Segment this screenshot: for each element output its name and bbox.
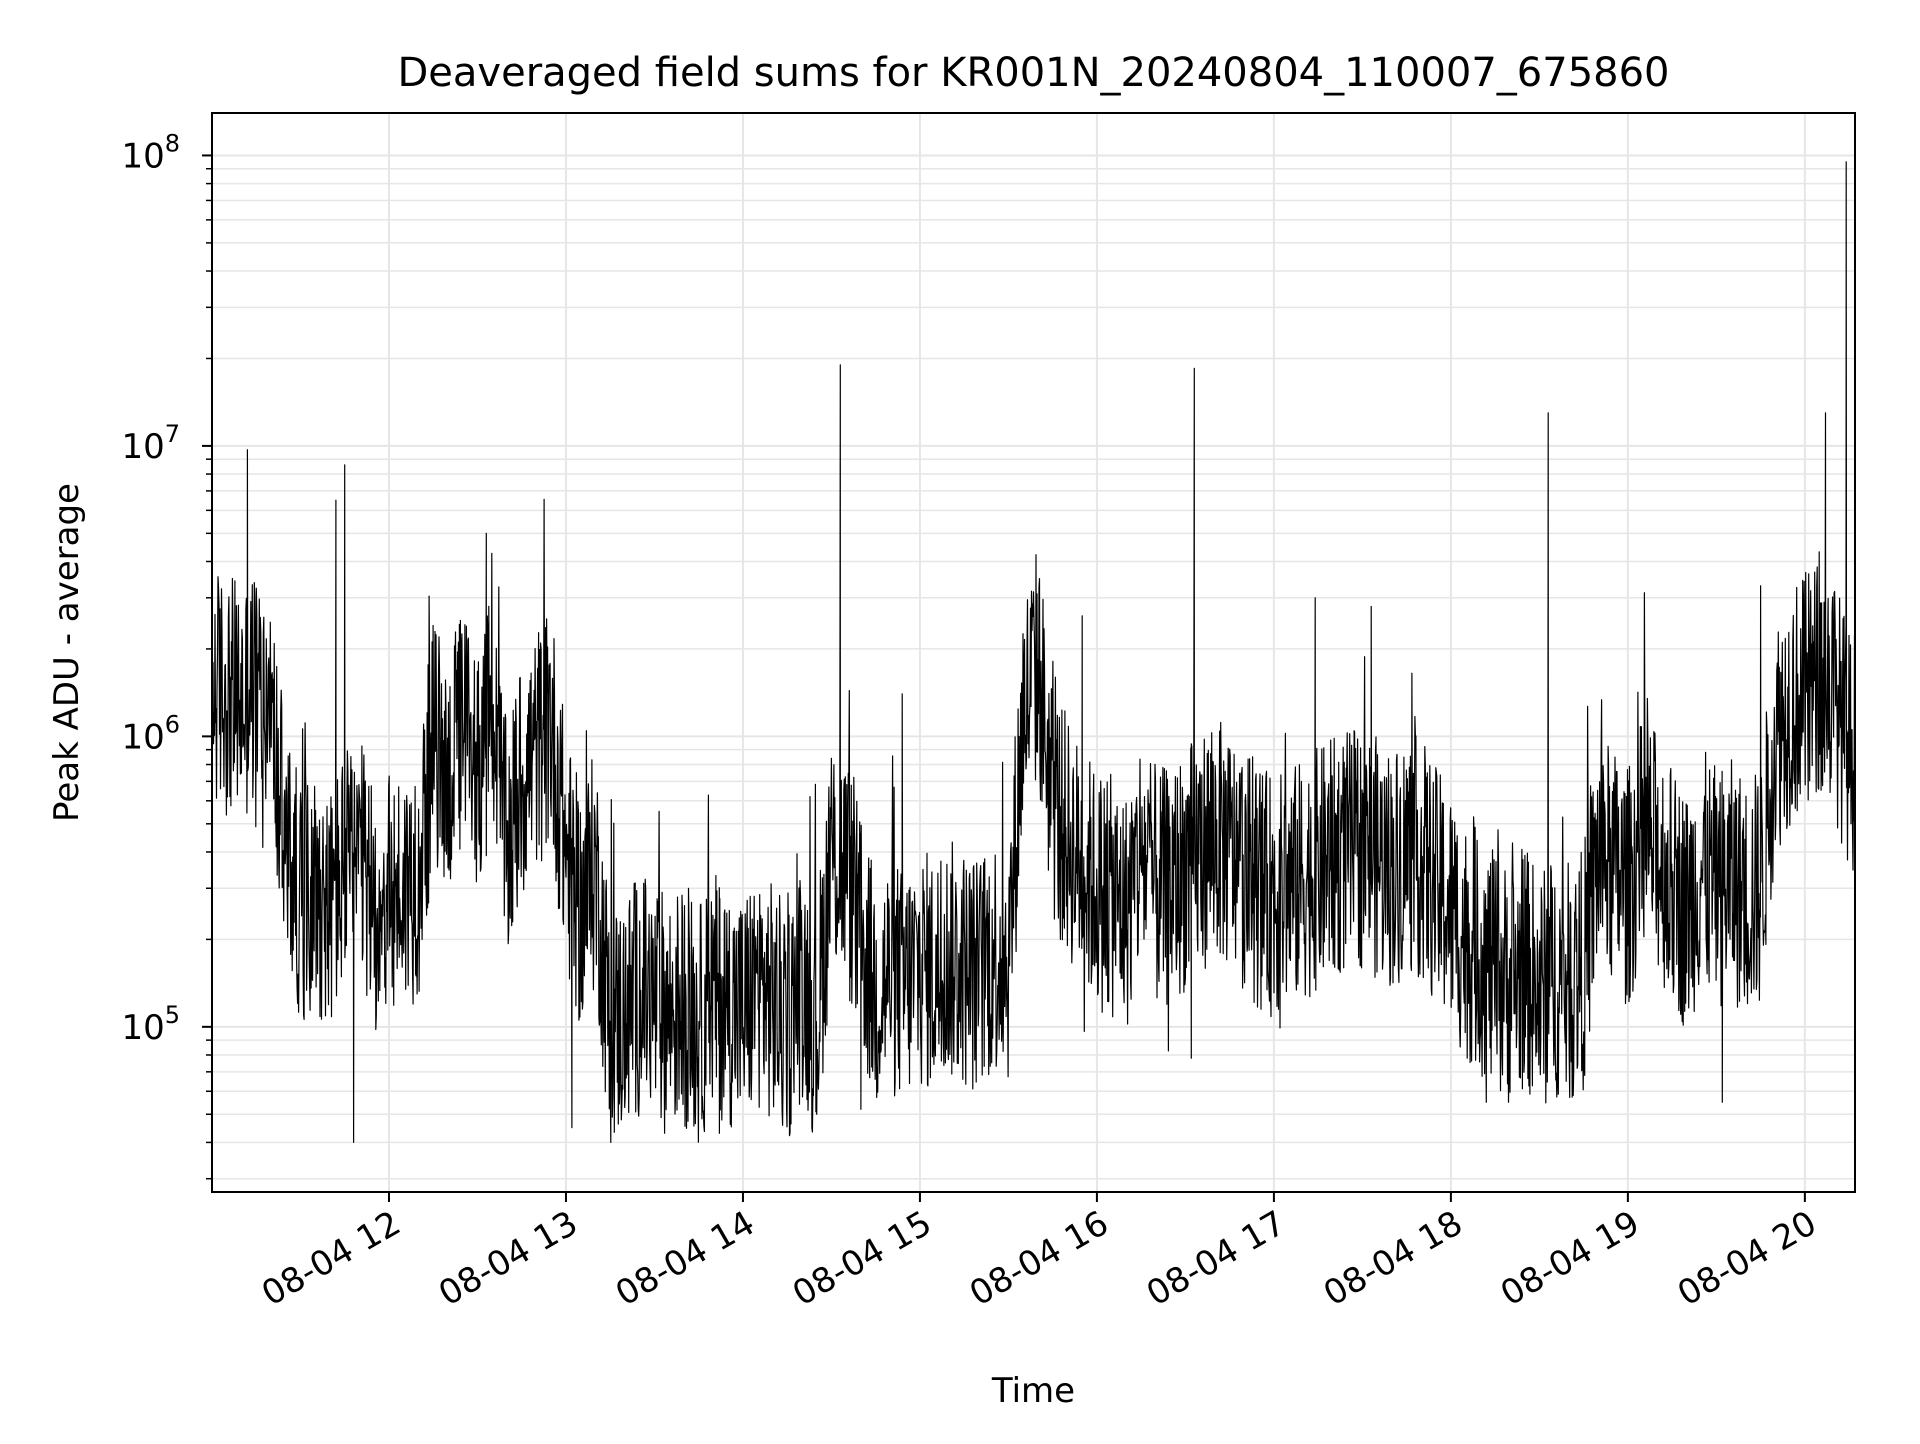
x-tick-label: 08-04 14 (609, 1203, 761, 1314)
x-tick-label: 08-04 15 (786, 1203, 938, 1314)
x-tick-label: 08-04 12 (255, 1203, 407, 1314)
x-tick-label: 08-04 18 (1317, 1203, 1469, 1314)
series-layer (211, 161, 1856, 1143)
chart-title: Deaveraged field sums for KR001N_2024080… (398, 50, 1670, 96)
y-tick-base: 10 (121, 1008, 164, 1048)
y-tick-base: 10 (121, 136, 164, 176)
y-tick-label: 107 (121, 420, 180, 467)
x-tick-label: 08-04 13 (432, 1203, 584, 1314)
y-tick-exponent: 5 (165, 1001, 180, 1029)
y-tick-base: 10 (121, 427, 164, 467)
x-axis-label: Time (991, 1371, 1075, 1411)
y-tick-exponent: 8 (165, 129, 180, 157)
y-tick-exponent: 6 (165, 710, 180, 738)
y-tick-label: 108 (121, 129, 180, 176)
y-tick-label: 106 (121, 710, 180, 757)
series-line (211, 161, 1856, 1143)
x-tick-label: 08-04 19 (1494, 1203, 1646, 1314)
y-tick-exponent: 7 (165, 420, 180, 448)
y-tick-base: 10 (121, 717, 164, 757)
y-axis-label: Peak ADU - average (47, 483, 87, 822)
x-tick-label: 08-04 20 (1671, 1203, 1823, 1314)
y-tick-label: 105 (121, 1001, 180, 1048)
x-tick-label: 08-04 17 (1140, 1203, 1292, 1314)
x-tick-label: 08-04 16 (963, 1203, 1115, 1314)
plot-frame (211, 112, 1856, 1193)
